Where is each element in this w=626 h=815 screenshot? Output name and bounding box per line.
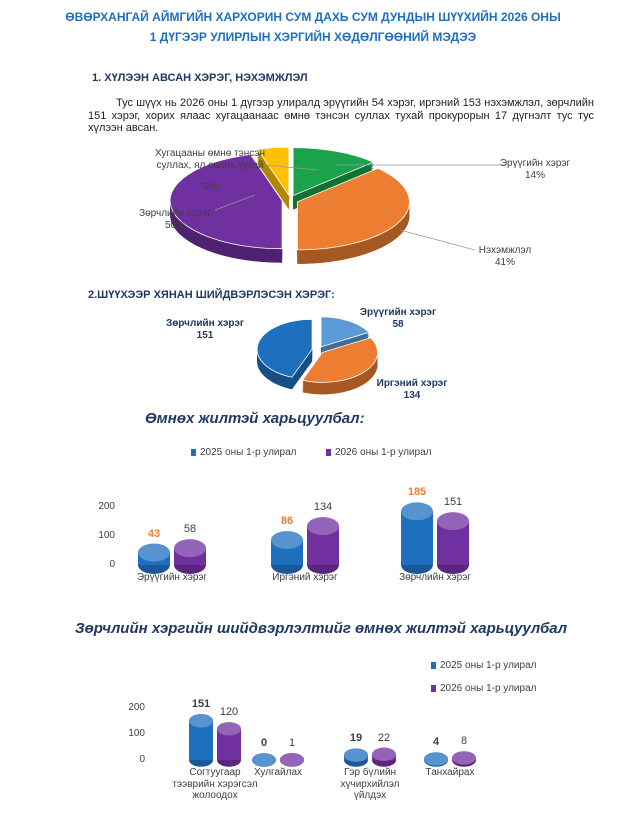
value-label: 41% bbox=[494, 257, 515, 268]
slice-label: Эрүүгийн хэрэг bbox=[359, 307, 437, 318]
x-tick-label: Согтуугаар тээврийн хэрэгсэл жолоодох bbox=[172, 767, 258, 801]
leader-line bbox=[399, 229, 476, 251]
paragraph: Тус шүүх нь 2026 оны 1 дүгээр улиралд эр… bbox=[88, 97, 594, 135]
value-label: 185 bbox=[407, 486, 427, 499]
chart-title: Зөрчлийн хэргийн шийдвэрлэлтийг өмнөх жи… bbox=[75, 620, 568, 637]
value-label: 151 bbox=[196, 330, 214, 341]
value-label: 58 bbox=[183, 523, 197, 536]
title: 1 ДҮГЭЭР УЛИРЛЫН ХЭРГИЙН ХӨДӨЛГӨӨНИЙ МЭД… bbox=[149, 30, 477, 44]
bar-top bbox=[424, 752, 448, 766]
value-label: 120 bbox=[219, 706, 239, 719]
bar-top bbox=[344, 748, 368, 762]
y-tick-label: 0 bbox=[109, 559, 115, 570]
bar-highlight bbox=[217, 722, 241, 736]
bar-highlight bbox=[424, 752, 448, 766]
legend-label: 2026 оны 1-р улирал bbox=[335, 447, 432, 458]
legend-label: 2025 оны 1-р улирал bbox=[200, 447, 297, 458]
x-tick-label: Зөрчлийн хэрэг bbox=[399, 572, 471, 583]
legend-label: 2025 оны 1-р улирал bbox=[440, 660, 537, 671]
y-tick-label: 200 bbox=[98, 501, 115, 512]
y-tick-label: 0 bbox=[139, 754, 145, 765]
x-tick-label: Иргэний хэрэг bbox=[272, 572, 338, 583]
value-label: 22 bbox=[377, 731, 391, 744]
slice-label: Хугацааны өмнө тэнсэн суллах, ял солих т… bbox=[154, 148, 266, 171]
bar-top bbox=[138, 543, 170, 562]
bar-highlight bbox=[372, 747, 396, 762]
bar-highlight bbox=[344, 748, 368, 762]
bar-highlight bbox=[401, 502, 433, 521]
bar-top bbox=[252, 753, 276, 767]
value-label: 43 bbox=[147, 527, 161, 540]
slice-label: Эрүүгийн хэрэг bbox=[499, 158, 571, 169]
bar-highlight bbox=[174, 539, 206, 558]
x-tick-label: Эрүүгийн хэрэг bbox=[136, 572, 208, 583]
value-label: 1 bbox=[288, 737, 296, 750]
leader-line bbox=[214, 194, 256, 211]
slice bbox=[256, 318, 313, 378]
bar-highlight bbox=[271, 531, 303, 550]
title: ӨВӨРХАНГАЙ АЙМГИЙН ХАРХОРИН СУМ ДАХЬ СУМ… bbox=[65, 10, 561, 24]
bar-highlight bbox=[138, 543, 170, 562]
bar-top bbox=[217, 722, 241, 736]
legend-swatch bbox=[431, 662, 436, 669]
bar-top bbox=[271, 531, 303, 550]
y-tick-label: 200 bbox=[128, 702, 145, 713]
legend-swatch bbox=[431, 685, 436, 692]
slice bbox=[301, 337, 378, 383]
bar-top bbox=[174, 539, 206, 558]
chart-title: Өмнөх жилтэй харьцуулбал: bbox=[145, 410, 365, 427]
value-label: 19 bbox=[349, 732, 363, 745]
x-tick-label: Хулгайлах bbox=[253, 767, 303, 778]
x-tick-label: Танхайрах bbox=[425, 767, 475, 778]
value-label: 58 bbox=[392, 319, 404, 330]
slice-label: Иргэний хэрэг bbox=[376, 378, 448, 389]
slice-label: Зөрчлийн хэрэг bbox=[165, 318, 245, 329]
legend-swatch bbox=[191, 449, 196, 456]
value-label: 14% bbox=[524, 170, 545, 181]
value-label: 4 bbox=[432, 736, 440, 749]
slice bbox=[292, 147, 375, 197]
leader-line bbox=[264, 164, 319, 171]
value-label: 8 bbox=[460, 735, 468, 748]
bar-highlight bbox=[189, 714, 213, 728]
bar-top bbox=[372, 747, 396, 762]
value-label: 5% bbox=[202, 182, 218, 193]
slice bbox=[169, 154, 283, 250]
bar-top bbox=[452, 751, 476, 765]
bar-highlight bbox=[452, 751, 476, 765]
value-label: 151 bbox=[443, 496, 463, 509]
slice-label: Нэхэмжлэл bbox=[478, 245, 532, 256]
bar-top bbox=[307, 517, 339, 536]
legend-label: 2026 оны 1-р улирал bbox=[440, 683, 537, 694]
value-label: 86 bbox=[280, 515, 294, 528]
value-label: 134 bbox=[403, 390, 421, 401]
bar-top bbox=[437, 512, 469, 531]
bar-top bbox=[189, 714, 213, 728]
legend-swatch bbox=[326, 449, 331, 456]
y-tick-label: 100 bbox=[98, 530, 115, 541]
section-heading: 2.ШҮҮХЭЭР ХЯНАН ШИЙДВЭРЛЭСЭН ХЭРЭГ: bbox=[88, 289, 335, 301]
value-label: 50% bbox=[164, 220, 185, 231]
slice-label: Зөрчлийн хэрэг bbox=[139, 208, 211, 219]
bar-highlight bbox=[307, 517, 339, 536]
section-heading: 1. ХҮЛЭЭН АВСАН ХЭРЭГ, НЭХЭМЖЛЭЛ bbox=[92, 72, 308, 84]
x-tick-label: Гэр бүлийн хүчирхийлэл үйлдэх bbox=[340, 767, 400, 801]
y-tick-label: 100 bbox=[128, 728, 145, 739]
slice bbox=[256, 146, 290, 197]
value-label: 151 bbox=[191, 698, 211, 711]
bar-top bbox=[280, 753, 304, 767]
slice bbox=[320, 316, 370, 348]
bar-highlight bbox=[280, 753, 304, 767]
value-label: 134 bbox=[313, 501, 333, 514]
value-label: 0 bbox=[260, 737, 268, 750]
bar-highlight bbox=[252, 753, 276, 767]
bar-top bbox=[401, 502, 433, 521]
bar-highlight bbox=[437, 512, 469, 531]
slice bbox=[296, 167, 410, 251]
